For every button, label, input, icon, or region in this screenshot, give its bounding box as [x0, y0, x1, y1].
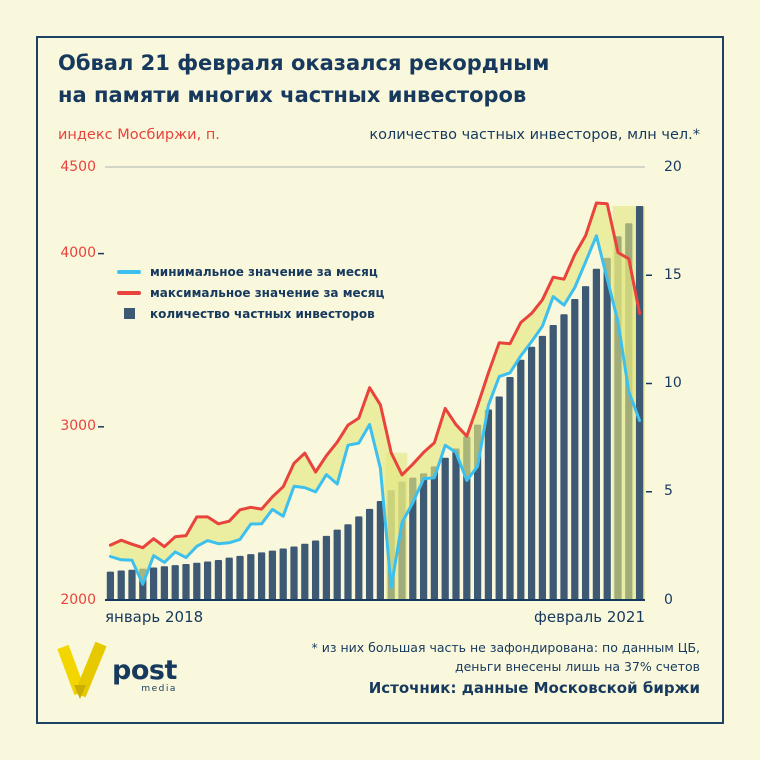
investor-bar [203, 561, 212, 600]
footnote: * из них большая часть не зафондирована:… [312, 638, 701, 677]
right-axis-tick-label: 15 [664, 266, 682, 283]
legend-item-min: минимальное значение за месяц [117, 261, 384, 282]
investor-bar [214, 559, 223, 600]
investor-bar [149, 567, 158, 600]
investor-bar [311, 540, 320, 600]
min-max-band [110, 203, 640, 588]
investor-bar [376, 501, 385, 600]
investor-bar [301, 543, 309, 600]
investor-bar [484, 409, 493, 600]
logo-v-icon [57, 641, 107, 699]
investor-bar [365, 508, 374, 600]
investor-bar [355, 516, 363, 600]
left-axis-tick-label: 3000 [60, 418, 96, 435]
right-axis-tick-label: 10 [664, 375, 682, 391]
investor-bar [538, 335, 547, 600]
investor-bar [257, 552, 266, 600]
investor-bar [171, 565, 179, 600]
investor-bar [592, 268, 601, 600]
chart-canvas [98, 166, 652, 601]
border-frame [36, 36, 724, 724]
left-axis-tick-label: 4000 [60, 245, 96, 262]
investor-bar [571, 299, 579, 600]
investor-bar [333, 529, 341, 600]
investor-bar [419, 473, 428, 600]
x-axis-start-label: январь 2018 [105, 608, 204, 626]
investor-bar [549, 325, 557, 600]
min-line [108, 234, 642, 589]
source-line: Источник: данные Московской биржи [368, 679, 700, 697]
footnote-line-1: * из них большая часть не зафондирована:… [311, 640, 701, 655]
max-line-swatch-icon [117, 290, 141, 295]
left-axis-title: индекс Мосбиржи, п. [58, 127, 220, 143]
investor-bar [441, 457, 449, 600]
logo: post media [56, 640, 177, 702]
logo-subtitle: media [141, 684, 177, 694]
investor-bar [106, 571, 115, 600]
investor-bar [128, 569, 136, 600]
investor-bar [236, 555, 244, 600]
page-title: Обвал 21 февраля оказался рекордным на п… [58, 48, 549, 111]
logo-name: post [112, 655, 177, 686]
title-line-2: на памяти многих частных инвесторов [58, 82, 527, 107]
investor-bar [517, 359, 525, 600]
investor-bar [527, 346, 536, 600]
investor-bar [193, 562, 201, 600]
right-axis-tick-label: 0 [664, 591, 673, 608]
investor-bar [268, 550, 277, 600]
investor-bar [160, 566, 169, 600]
investor-bar [182, 564, 190, 600]
title-line-1: Обвал 21 февраля оказался рекордным [58, 51, 550, 75]
legend-item-max: максимальное значение за месяц [117, 282, 384, 303]
investor-bar-latest [635, 205, 644, 600]
legend-label-min: минимальное значение за месяц [150, 264, 378, 279]
investor-bar [225, 557, 233, 600]
left-axis-tick-label: 2000 [60, 591, 96, 608]
right-axis-tick-label: 5 [664, 483, 673, 500]
right-axis-tick-label: 20 [664, 158, 682, 175]
investor-bar [344, 524, 352, 600]
right-axis-title: количество частных инвесторов, млн чел.* [369, 127, 700, 143]
legend-item-bars: количество частных инвесторов [117, 303, 384, 324]
investor-bar [560, 314, 568, 600]
investor-bar [452, 448, 460, 600]
investor-bar [506, 377, 514, 600]
chart-legend: минимальное значение за месяц максимальн… [117, 261, 384, 324]
investor-bar [322, 535, 331, 600]
footnote-line-2: деньги внесены лишь на 37% счетов [454, 659, 700, 675]
min-line-swatch-icon [117, 269, 141, 274]
x-axis-end-label: февраль 2021 [534, 608, 645, 626]
legend-label-bars: количество частных инвесторов [150, 306, 375, 321]
investor-bar [495, 396, 503, 600]
left-axis-tick-label: 4500 [60, 158, 96, 175]
investor-bar [117, 570, 125, 600]
investor-bar [603, 257, 611, 600]
investor-bar [279, 548, 287, 600]
bars-swatch-icon [123, 308, 135, 319]
max-line [108, 201, 642, 550]
investor-bar [430, 466, 439, 600]
legend-label-max: максимальное значение за месяц [150, 285, 385, 300]
investor-bar [290, 546, 298, 600]
investor-bar [581, 286, 590, 600]
crash-highlight-band [385, 452, 408, 600]
investor-bar [247, 554, 255, 600]
